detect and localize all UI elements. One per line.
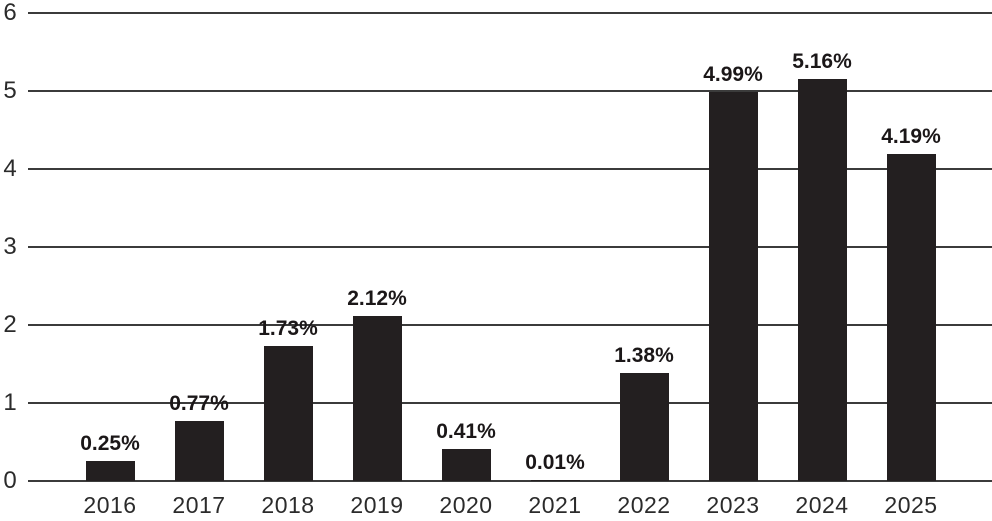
y-tick-label: 2 bbox=[3, 311, 17, 338]
x-axis-line bbox=[28, 480, 992, 482]
bar-2019 bbox=[352, 316, 402, 481]
x-tick-label: 2023 bbox=[706, 492, 760, 518]
bar-value-label: 0.41% bbox=[436, 420, 496, 443]
bar-value-label: 0.01% bbox=[525, 451, 585, 474]
x-tick-label: 2020 bbox=[439, 492, 493, 518]
bar-2017 bbox=[174, 421, 224, 481]
bar-2020 bbox=[441, 449, 491, 481]
y-tick-label: 0 bbox=[3, 467, 17, 494]
gridline bbox=[28, 12, 992, 14]
y-tick-label: 3 bbox=[3, 233, 17, 260]
bar-2024 bbox=[797, 79, 847, 481]
y-tick-label: 1 bbox=[3, 389, 17, 416]
bar-2016 bbox=[85, 461, 135, 481]
bar-value-label: 4.99% bbox=[703, 63, 763, 86]
bar-2021 bbox=[530, 480, 580, 481]
y-tick-label: 5 bbox=[3, 77, 17, 104]
x-tick-label: 2021 bbox=[528, 492, 582, 518]
bar-value-label: 0.25% bbox=[80, 432, 140, 455]
bar-2023 bbox=[708, 92, 758, 481]
bar-value-label: 1.38% bbox=[614, 344, 674, 367]
gridline bbox=[28, 324, 992, 326]
x-tick-label: 2018 bbox=[261, 492, 315, 518]
gridline bbox=[28, 90, 992, 92]
x-tick-label: 2022 bbox=[617, 492, 671, 518]
x-tick-label: 2016 bbox=[83, 492, 137, 518]
bar-value-label: 4.19% bbox=[881, 125, 941, 148]
bar-2018 bbox=[263, 346, 313, 481]
bar-value-label: 2.12% bbox=[347, 287, 407, 310]
gridline bbox=[28, 168, 992, 170]
gridline bbox=[28, 246, 992, 248]
bar-value-label: 5.16% bbox=[792, 50, 852, 73]
bar-value-label: 0.77% bbox=[169, 392, 229, 415]
y-tick-label: 6 bbox=[3, 0, 17, 26]
bar-2022 bbox=[619, 373, 669, 481]
gridline bbox=[28, 402, 992, 404]
x-tick-label: 2024 bbox=[795, 492, 849, 518]
y-tick-label: 4 bbox=[3, 155, 17, 182]
x-tick-label: 2017 bbox=[172, 492, 226, 518]
x-tick-label: 2025 bbox=[884, 492, 938, 518]
bar-value-label: 1.73% bbox=[258, 317, 318, 340]
bar-2025 bbox=[886, 154, 936, 481]
x-tick-label: 2019 bbox=[350, 492, 404, 518]
